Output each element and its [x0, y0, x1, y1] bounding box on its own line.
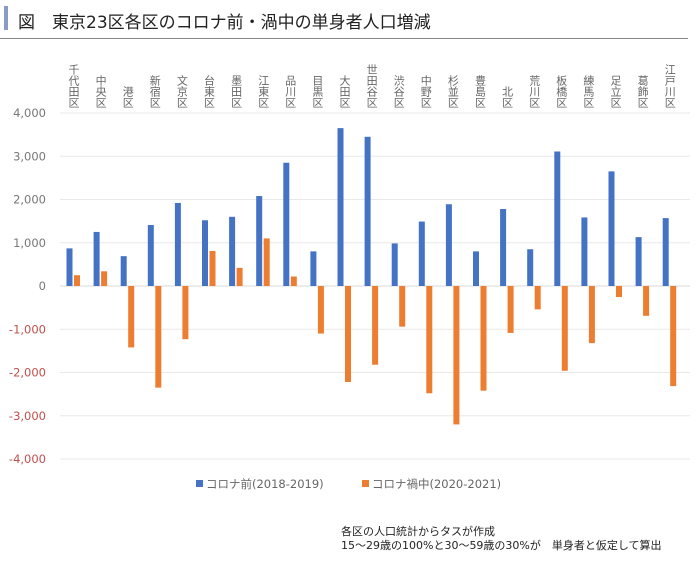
- title-bar: 図 東京23区各区のコロナ前・渦中の単身者人口増減: [0, 0, 688, 39]
- category-label: 文京区: [175, 74, 188, 108]
- category-label: 江東区: [257, 75, 270, 108]
- bar-pre-covid: [202, 220, 208, 286]
- bar-during-covid: [561, 286, 568, 371]
- category-label: 練馬区: [582, 74, 595, 108]
- category-label: 目黒区: [311, 75, 324, 108]
- category-label: 品川区: [284, 75, 297, 108]
- bar-pre-covid: [445, 204, 452, 286]
- bar-during-covid: [453, 286, 460, 425]
- legend-swatch: [196, 480, 203, 487]
- category-label: 荒川区: [528, 75, 541, 108]
- legend-swatch: [362, 480, 369, 487]
- bar-pre-covid: [256, 196, 263, 286]
- bar-during-covid: [426, 286, 433, 394]
- bar-pre-covid: [500, 209, 507, 286]
- category-label: 新宿区: [148, 74, 161, 108]
- category-label: 渋谷区: [392, 75, 405, 108]
- bar-pre-covid: [608, 171, 615, 286]
- bar-during-covid: [263, 238, 270, 286]
- chart-title: 図 東京23区各区のコロナ前・渦中の単身者人口増減: [18, 13, 431, 33]
- y-tick-label: 1,000: [13, 236, 46, 250]
- bar-pre-covid: [473, 251, 479, 286]
- bar-pre-covid: [662, 218, 669, 286]
- bar-during-covid: [643, 286, 650, 316]
- legend-label: コロナ前(2018-2019): [206, 477, 324, 491]
- bar-during-covid: [399, 286, 406, 327]
- legend-label: コロナ禍中(2020-2021): [372, 477, 501, 491]
- category-label: 世田谷区: [365, 64, 378, 108]
- bar-during-covid: [616, 286, 622, 298]
- category-label: 板橋区: [555, 74, 568, 108]
- y-tick-label: -1,000: [9, 322, 46, 336]
- y-tick-label: 2,000: [13, 193, 46, 207]
- bar-during-covid: [236, 267, 243, 286]
- bar-pre-covid: [147, 225, 154, 286]
- category-label: 港区: [121, 86, 134, 108]
- bar-pre-covid: [229, 216, 236, 286]
- bar-during-covid: [534, 286, 541, 310]
- bar-during-covid: [74, 275, 80, 286]
- source-note-line-1: 各区の人口統計からタスが作成: [341, 525, 495, 538]
- bar-pre-covid: [391, 243, 398, 286]
- bar-during-covid: [507, 286, 514, 333]
- y-tick-label: -4,000: [9, 452, 46, 466]
- bar-during-covid: [209, 250, 216, 286]
- category-label: 豊島区: [474, 75, 487, 108]
- bar-pre-covid: [66, 248, 73, 286]
- bar-during-covid: [128, 286, 135, 348]
- title-accent-bar: [4, 6, 8, 30]
- bar-during-covid: [182, 286, 189, 340]
- category-label: 墨田区: [230, 75, 243, 108]
- category-label: 北区: [501, 86, 514, 108]
- category-label: 大田区: [338, 74, 351, 108]
- category-label: 台東区: [203, 74, 216, 108]
- bar-pre-covid: [554, 151, 561, 286]
- category-label: 葛飾区: [636, 75, 649, 108]
- y-tick-label: -3,000: [9, 409, 46, 423]
- bar-pre-covid: [120, 256, 127, 286]
- bar-during-covid: [372, 286, 379, 365]
- bar-during-covid: [317, 286, 324, 334]
- bar-pre-covid: [581, 217, 588, 286]
- category-label: 江戸川区: [663, 64, 676, 108]
- category-label: 足立区: [609, 75, 622, 108]
- source-note-line-2: 15～29歳の100%と30～59歳の30%が 単身者と仮定して算出: [341, 539, 662, 552]
- bar-pre-covid: [418, 221, 425, 286]
- category-label: 中央区: [94, 75, 107, 108]
- bar-pre-covid: [283, 162, 290, 286]
- y-tick-label: 3,000: [13, 149, 46, 163]
- bar-pre-covid: [337, 128, 344, 286]
- bar-pre-covid: [310, 251, 317, 286]
- bar-during-covid: [588, 286, 595, 344]
- bar-pre-covid: [174, 202, 181, 286]
- bar-during-covid: [101, 271, 108, 286]
- category-label: 杉並区: [446, 74, 459, 108]
- y-tick-label: 4,000: [13, 106, 46, 120]
- bar-during-covid: [155, 286, 162, 388]
- bar-during-covid: [480, 286, 487, 391]
- y-tick-label: -2,000: [9, 366, 46, 380]
- category-label: 千代田区: [67, 64, 80, 108]
- bar-pre-covid: [635, 237, 642, 286]
- bar-during-covid: [345, 286, 351, 383]
- bar-during-covid: [290, 276, 297, 286]
- y-tick-label: 0: [39, 279, 46, 293]
- bar-pre-covid: [93, 231, 100, 286]
- bar-during-covid: [670, 286, 677, 387]
- bar-pre-covid: [364, 136, 371, 286]
- bar-pre-covid: [527, 249, 534, 286]
- source-note: 各区の人口統計からタスが作成 15～29歳の100%と30～59歳の30%が 単…: [341, 525, 662, 553]
- category-label: 中野区: [419, 75, 432, 108]
